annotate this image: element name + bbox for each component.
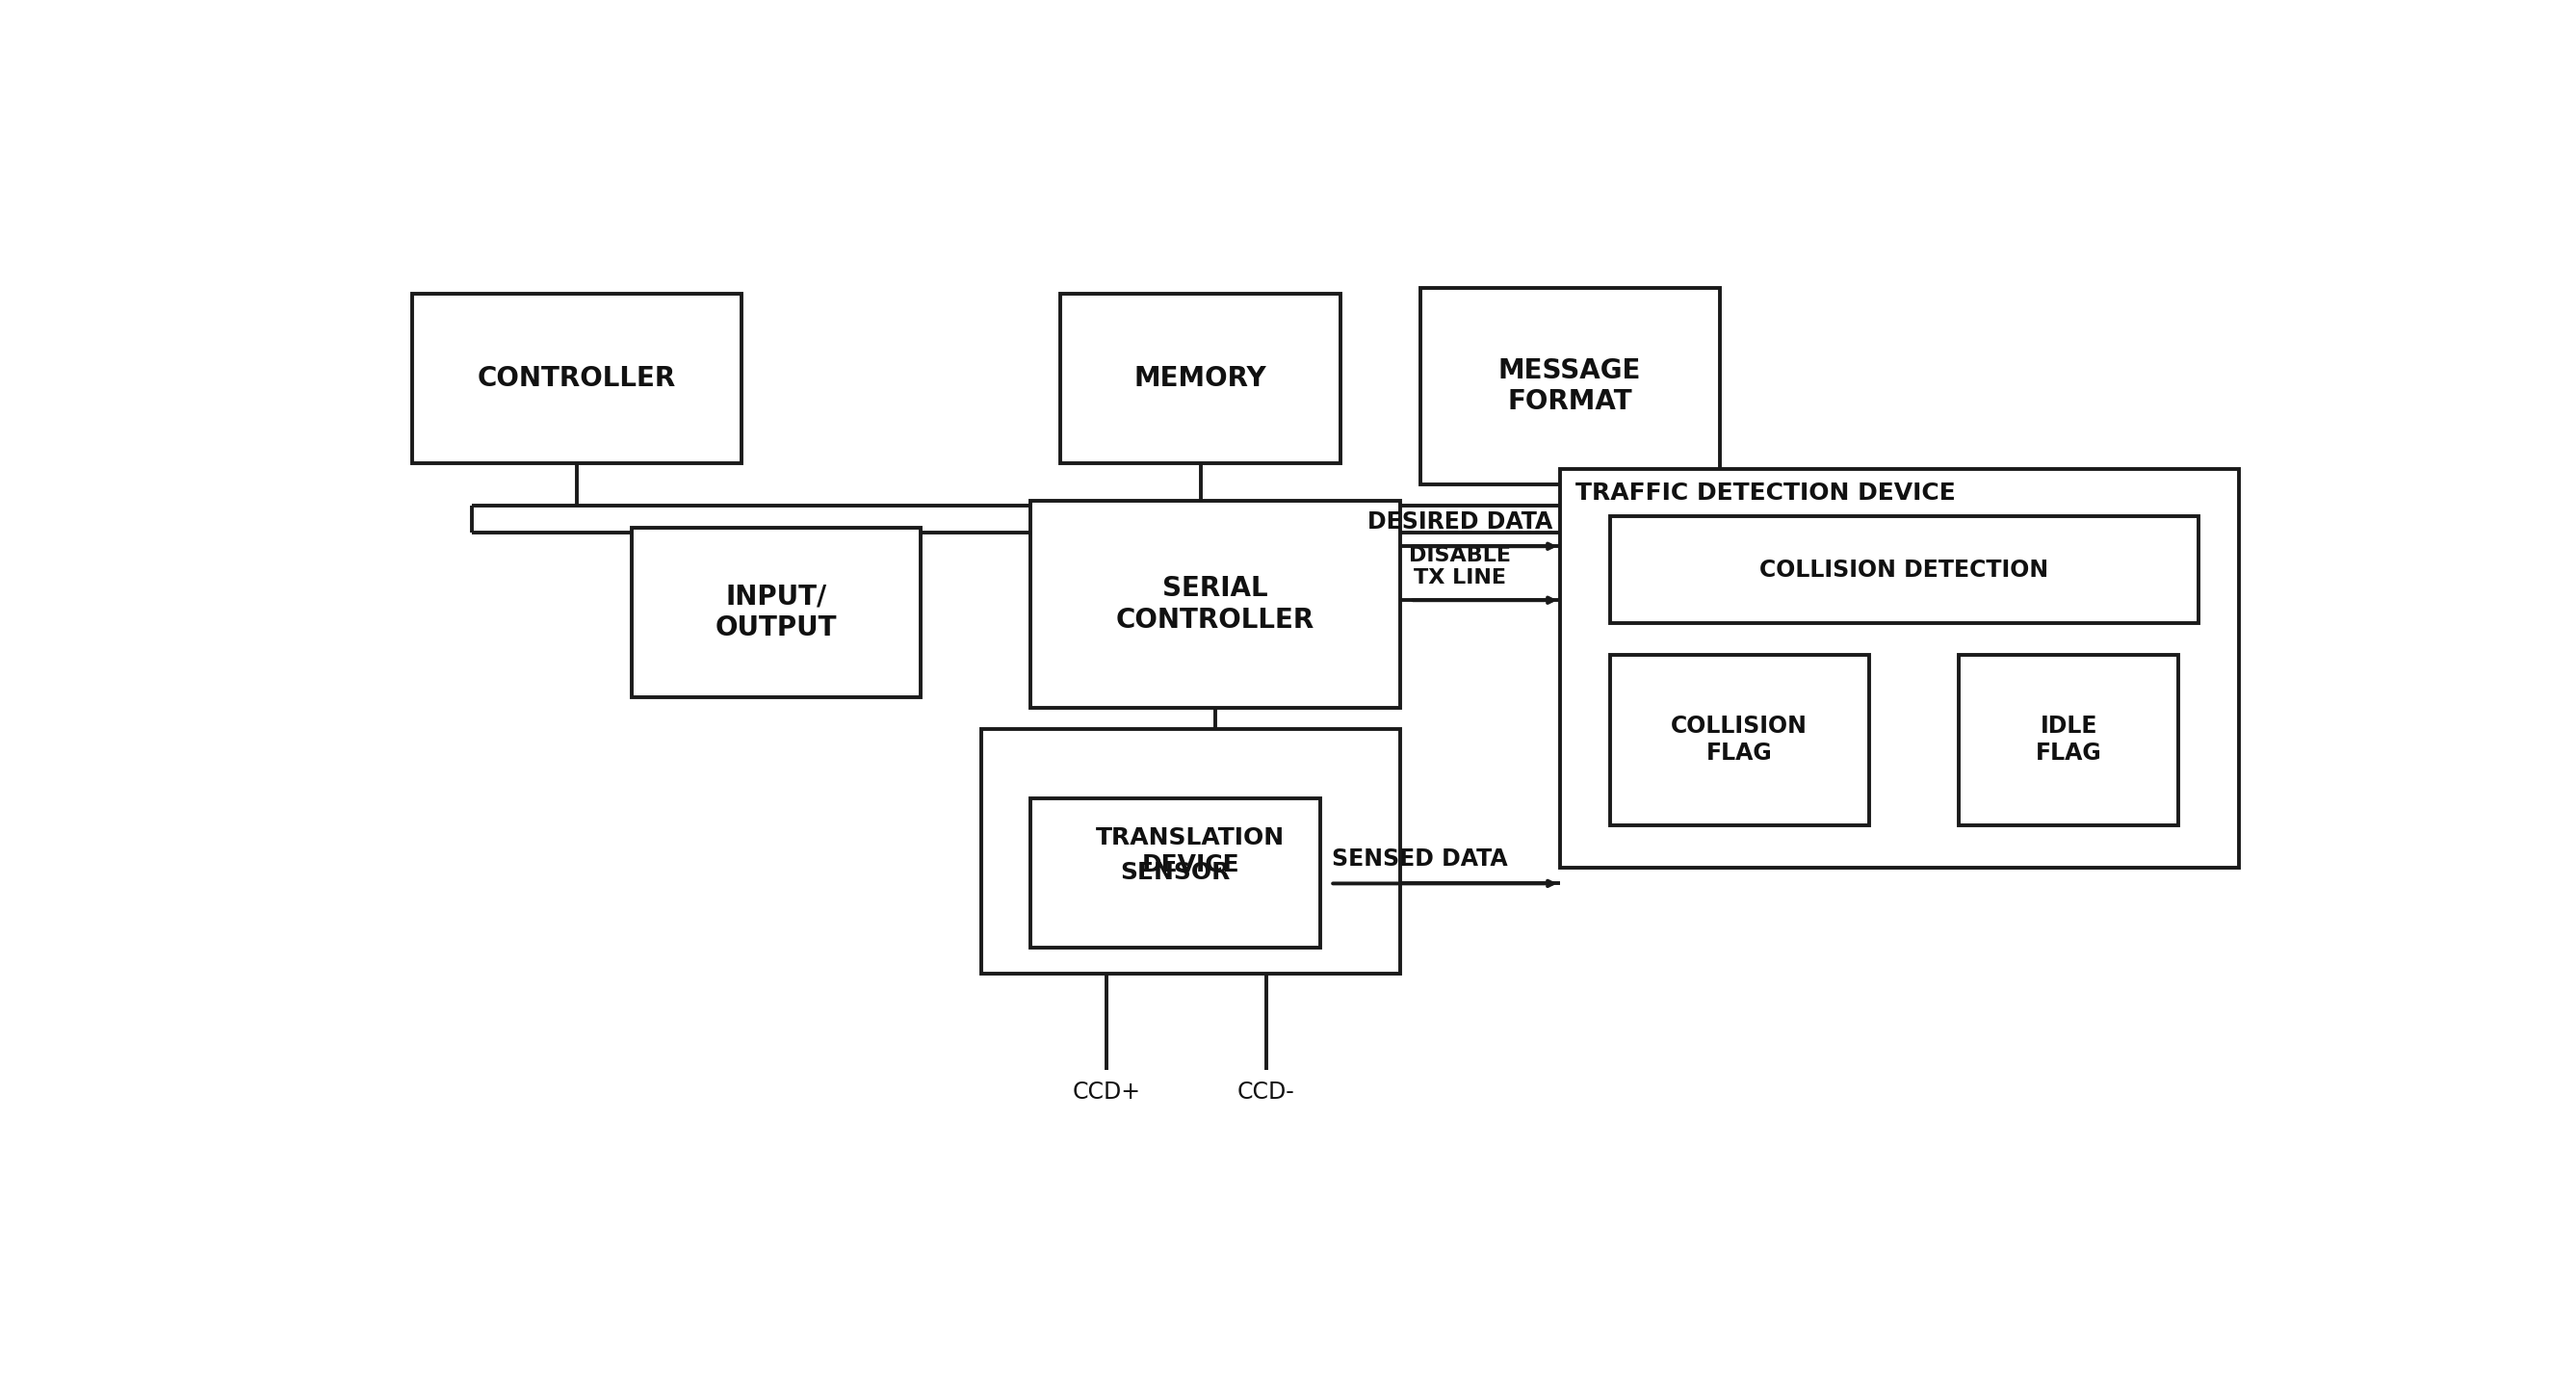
Bar	[412, 293, 742, 464]
Bar	[1030, 501, 1401, 708]
Bar	[1061, 293, 1340, 464]
Text: CONTROLLER: CONTROLLER	[477, 365, 675, 392]
Bar	[631, 528, 922, 697]
Bar	[1561, 468, 2239, 867]
Text: SENSED DATA: SENSED DATA	[1332, 848, 1507, 871]
Text: COLLISION DETECTION: COLLISION DETECTION	[1759, 558, 2048, 581]
Text: TRANSLATION
DEVICE: TRANSLATION DEVICE	[1095, 827, 1285, 877]
Text: CCD-: CCD-	[1236, 1080, 1296, 1103]
Bar	[1610, 516, 2200, 623]
Text: DISABLE
TX LINE: DISABLE TX LINE	[1409, 545, 1512, 587]
Text: TRAFFIC DETECTION DEVICE: TRAFFIC DETECTION DEVICE	[1577, 482, 1955, 504]
Bar	[1610, 655, 1870, 824]
Text: CCD+: CCD+	[1072, 1080, 1141, 1103]
Text: IDLE
FLAG: IDLE FLAG	[2035, 715, 2102, 765]
Bar	[981, 729, 1401, 974]
Text: SENSOR: SENSOR	[1121, 862, 1231, 884]
Bar	[1419, 289, 1721, 485]
Text: SERIAL
CONTROLLER: SERIAL CONTROLLER	[1115, 576, 1314, 634]
Text: MESSAGE
FORMAT: MESSAGE FORMAT	[1499, 358, 1641, 416]
Text: INPUT/
OUTPUT: INPUT/ OUTPUT	[716, 583, 837, 641]
Bar	[1958, 655, 2179, 824]
Text: COLLISION
FLAG: COLLISION FLAG	[1672, 715, 1808, 765]
Bar	[1030, 798, 1319, 947]
Text: DESIRED DATA: DESIRED DATA	[1368, 511, 1553, 533]
Text: MEMORY: MEMORY	[1133, 365, 1267, 392]
